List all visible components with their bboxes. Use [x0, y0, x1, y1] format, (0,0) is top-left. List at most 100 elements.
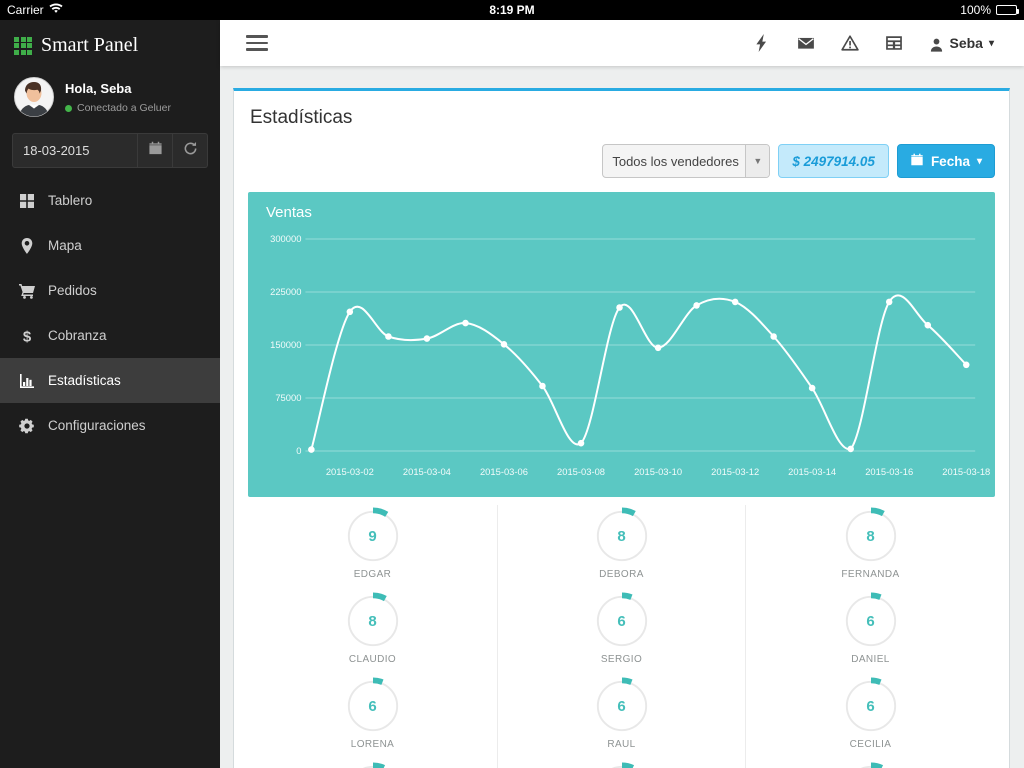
sidebar-item-label: Tablero: [48, 193, 93, 208]
sidebar-item-label: Mapa: [48, 238, 82, 253]
gauge-ring: 8: [593, 507, 651, 565]
person-icon: [929, 36, 944, 52]
app: Smart Panel Hola, Seba: [0, 20, 1024, 768]
seller-name: FERNANDA: [841, 569, 900, 580]
gauge-column: 8 FERNANDA 6 DANIEL 6 CECILIA: [746, 505, 995, 768]
svg-text:225000: 225000: [270, 287, 301, 298]
logo-grid-icon: [14, 36, 32, 55]
bolt-icon[interactable]: [753, 34, 771, 52]
seller-name: DANIEL: [851, 654, 890, 665]
svg-text:2015-03-06: 2015-03-06: [480, 467, 528, 478]
seller-gauge: 9 EDGAR: [344, 507, 402, 592]
gauge-ring: 9: [344, 507, 402, 565]
carrier-label: Carrier: [7, 3, 44, 17]
gauge-value: 6: [617, 697, 626, 715]
refresh-button[interactable]: [173, 133, 208, 168]
select-caret-icon: ▼: [745, 145, 770, 177]
greeting: Hola, Seba: [65, 81, 132, 96]
total-amount-button[interactable]: $ 2497914.05: [778, 144, 889, 178]
app-title: Smart Panel: [41, 34, 139, 56]
sidebar-item-pedidos[interactable]: Pedidos: [0, 268, 220, 313]
chart-icon: [18, 372, 35, 389]
calendar-icon: [910, 153, 924, 170]
sidebar-item-label: Configuraciones: [48, 418, 146, 433]
svg-text:2015-03-16: 2015-03-16: [865, 467, 913, 478]
svg-text:2015-03-04: 2015-03-04: [403, 467, 451, 478]
date-picker-button[interactable]: Fecha ▾: [896, 144, 995, 178]
gauge-column: 9 EDGAR 8 CLAUDIO 6 LORENA: [248, 505, 497, 768]
seller-name: CECILIA: [849, 739, 892, 750]
svg-text:0: 0: [296, 446, 301, 457]
content: Estadísticas Todos los vendedores ▼ $ 24…: [220, 66, 1024, 768]
gauge-value: 6: [866, 612, 875, 630]
gauge-value: 8: [866, 527, 875, 545]
gear-icon: [18, 417, 35, 434]
vendor-select[interactable]: Todos los vendedores ▼: [602, 144, 771, 178]
connection-status: Conectado a Geluer: [65, 102, 171, 114]
sidebar-item-label: Estadísticas: [48, 373, 121, 388]
seller-name: RAUL: [607, 739, 636, 750]
user-panel: Hola, Seba Conectado a Geluer: [0, 67, 220, 129]
seller-gauge: 6 RAUL: [593, 677, 651, 762]
filter-controls: Todos los vendedores ▼ $ 2497914.05 Fech…: [248, 144, 995, 178]
warning-icon[interactable]: [840, 34, 859, 52]
svg-text:2015-03-12: 2015-03-12: [711, 467, 759, 478]
gauge-ring: 8: [842, 507, 900, 565]
navbar: Seba ▾: [220, 20, 1024, 66]
gauge-ring: 6: [344, 677, 402, 735]
gauge-value: 8: [368, 612, 377, 630]
battery-percent: 100%: [960, 3, 991, 17]
gauge-ring: 6: [593, 592, 651, 650]
seller-gauge: 8 CLAUDIO: [344, 592, 402, 677]
sidebar-item-label: Pedidos: [48, 283, 97, 298]
vendor-select-value: Todos los vendedores: [612, 153, 739, 169]
svg-text:$: $: [22, 328, 31, 344]
seller-gauge: [344, 762, 402, 768]
seller-gauge: [593, 762, 651, 768]
seller-gauge: 8 DEBORA: [593, 507, 651, 592]
date-input[interactable]: 18-03-2015: [12, 133, 138, 168]
date-filter: 18-03-2015: [12, 133, 208, 168]
sidebar-item-mapa[interactable]: Mapa: [0, 223, 220, 268]
calendar-icon: [148, 141, 163, 161]
grid-icon: [18, 192, 35, 209]
seller-name: EDGAR: [353, 569, 392, 580]
gauge-value: 6: [617, 612, 626, 630]
user-menu[interactable]: Seba ▾: [929, 35, 994, 52]
envelope-icon[interactable]: [797, 34, 815, 52]
svg-text:300000: 300000: [270, 234, 301, 245]
battery-icon: [996, 5, 1019, 15]
calendar-button[interactable]: [138, 133, 173, 168]
cart-icon: [18, 282, 35, 299]
dollar-icon: $: [18, 327, 35, 344]
gauge-ring: [344, 762, 402, 768]
svg-text:2015-03-08: 2015-03-08: [557, 467, 605, 478]
seller-gauge: 6 LORENA: [344, 677, 402, 762]
gauge-ring: 6: [842, 592, 900, 650]
seller-name: LORENA: [350, 739, 395, 750]
refresh-icon: [183, 141, 198, 161]
seller-gauge: 6 SERGIO: [593, 592, 651, 677]
sidebar-item-cobranza[interactable]: $ Cobranza: [0, 313, 220, 358]
clock: 8:19 PM: [489, 3, 535, 17]
svg-text:2015-03-14: 2015-03-14: [788, 467, 836, 478]
gauge-value: 6: [368, 697, 377, 715]
logo: Smart Panel: [0, 20, 220, 67]
svg-text:2015-03-18: 2015-03-18: [942, 467, 990, 478]
caret-down-icon: ▾: [976, 155, 982, 167]
hamburger-menu-icon[interactable]: [242, 31, 272, 55]
main-area: Seba ▾ Estadísticas Todos los vendedores…: [220, 20, 1024, 768]
sidebar-item-estadisticas[interactable]: Estadísticas: [0, 358, 220, 403]
svg-text:2015-03-02: 2015-03-02: [326, 467, 374, 478]
statistics-card: Estadísticas Todos los vendedores ▼ $ 24…: [233, 88, 1010, 768]
pin-icon: [18, 237, 35, 254]
table-icon[interactable]: [885, 34, 903, 52]
sidebar: Smart Panel Hola, Seba: [0, 20, 220, 768]
seller-gauge: 6 DANIEL: [842, 592, 900, 677]
sidebar-item-tablero[interactable]: Tablero: [0, 178, 220, 223]
seller-gauge: [842, 762, 900, 768]
caret-down-icon: ▾: [988, 37, 994, 49]
gauge-value: 9: [368, 527, 377, 545]
sidebar-item-configuraciones[interactable]: Configuraciones: [0, 403, 220, 448]
user-name: Seba: [949, 35, 983, 51]
